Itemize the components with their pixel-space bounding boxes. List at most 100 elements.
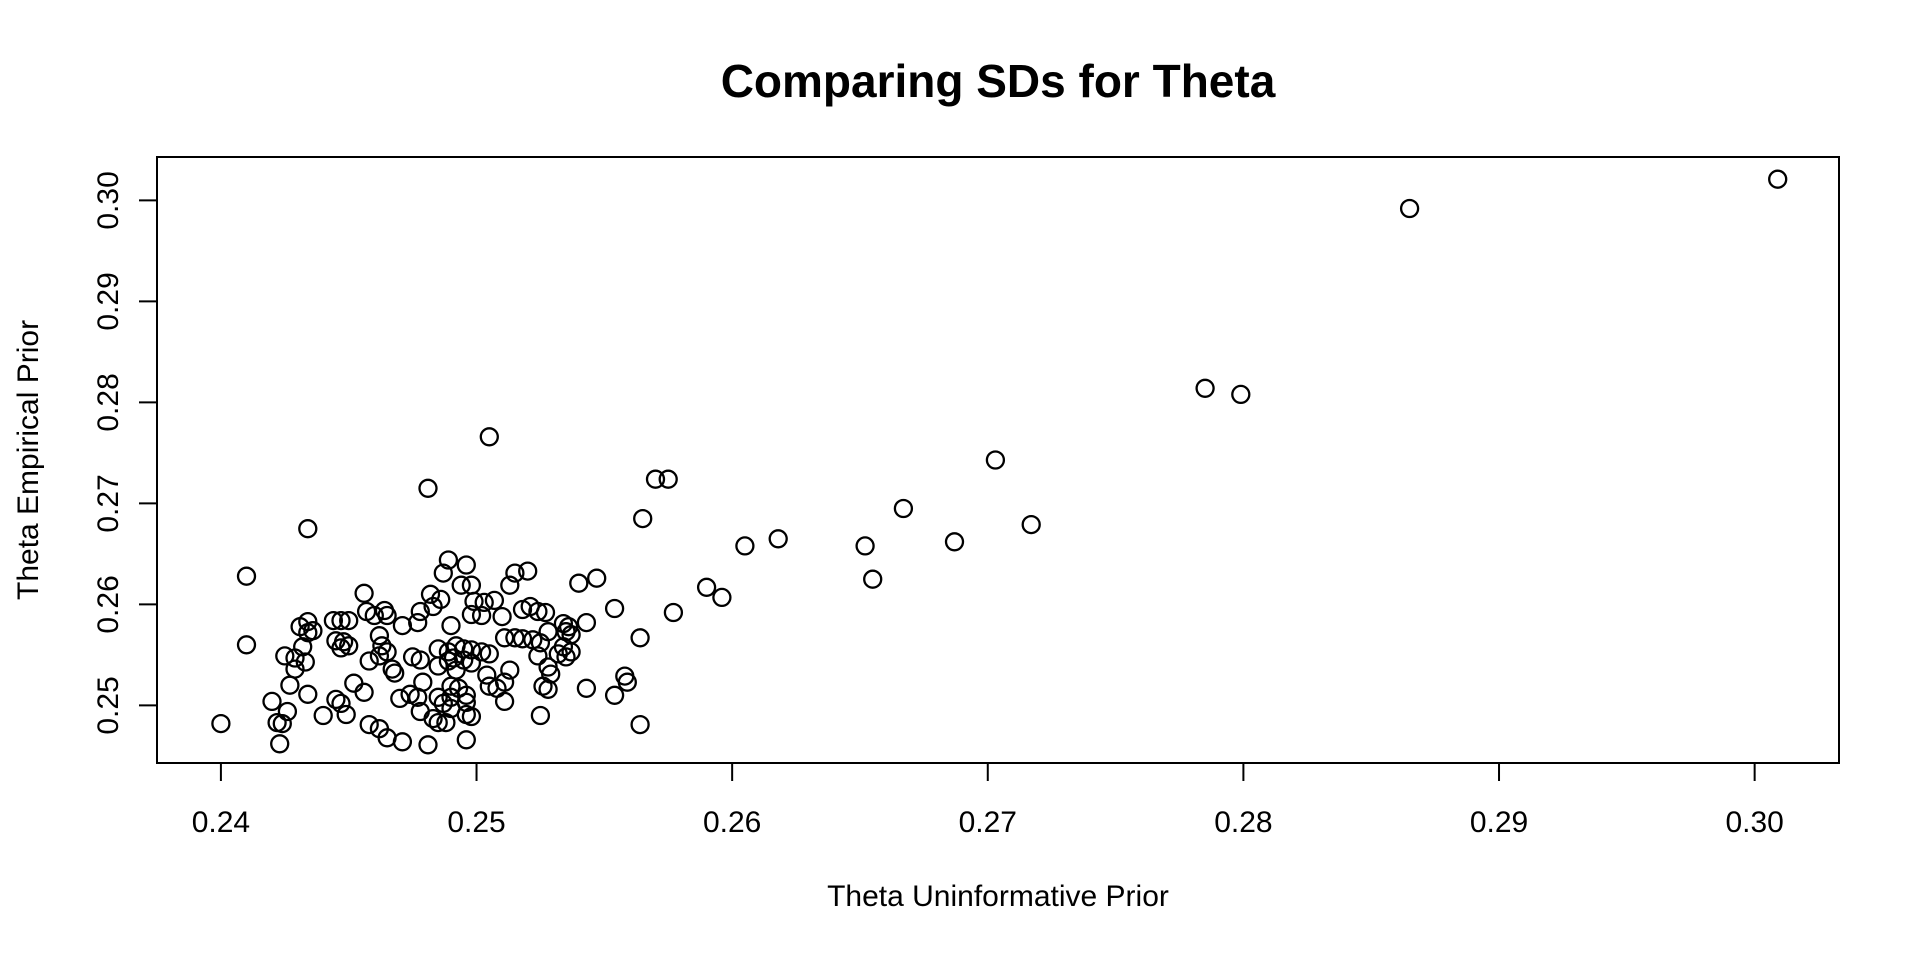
data-point bbox=[985, 450, 1006, 470]
data-point bbox=[236, 635, 257, 655]
data-point bbox=[280, 675, 300, 695]
data-point bbox=[428, 687, 448, 707]
data-point bbox=[285, 659, 305, 679]
data-point bbox=[428, 712, 448, 733]
data-point bbox=[576, 678, 597, 698]
data-point bbox=[385, 663, 405, 683]
data-point bbox=[477, 665, 497, 685]
chart-title: Comparing SDs for Theta bbox=[720, 55, 1276, 107]
data-point bbox=[1231, 384, 1251, 405]
y-tick-label: 0.30 bbox=[92, 171, 125, 229]
data-point bbox=[1399, 198, 1420, 219]
data-point bbox=[658, 469, 678, 489]
data-point bbox=[303, 621, 323, 641]
data-point bbox=[530, 705, 551, 726]
data-point bbox=[561, 642, 581, 662]
data-point bbox=[423, 708, 443, 729]
data-point bbox=[262, 691, 282, 712]
data-point bbox=[492, 606, 512, 627]
data-point bbox=[617, 672, 637, 692]
data-point bbox=[893, 498, 914, 519]
data-point bbox=[461, 604, 482, 625]
data-point bbox=[461, 575, 482, 595]
data-point bbox=[474, 592, 494, 613]
data-point bbox=[604, 598, 625, 619]
x-tick-label: 0.25 bbox=[447, 806, 505, 839]
data-point bbox=[512, 629, 533, 649]
data-point bbox=[471, 605, 492, 626]
data-point bbox=[535, 602, 556, 623]
data-point bbox=[354, 583, 374, 603]
data-point bbox=[418, 735, 438, 755]
data-point bbox=[331, 693, 351, 714]
data-point bbox=[372, 636, 392, 656]
data-point bbox=[451, 575, 471, 595]
data-point bbox=[369, 646, 390, 666]
data-point bbox=[392, 615, 413, 636]
data-point bbox=[359, 714, 379, 735]
data-point bbox=[433, 563, 453, 583]
data-point bbox=[494, 691, 515, 712]
data-point bbox=[461, 640, 482, 660]
data-point bbox=[275, 646, 295, 666]
data-point bbox=[382, 659, 402, 679]
data-point bbox=[604, 685, 625, 705]
data-point bbox=[630, 628, 650, 648]
data-point bbox=[479, 644, 499, 664]
data-point bbox=[538, 679, 558, 699]
x-tick-label: 0.27 bbox=[959, 806, 1017, 839]
data-point bbox=[500, 660, 520, 680]
data-point bbox=[270, 734, 290, 754]
data-point bbox=[298, 519, 318, 539]
y-tick-label: 0.28 bbox=[92, 373, 125, 431]
data-point bbox=[528, 601, 548, 622]
data-point bbox=[428, 656, 448, 676]
data-point bbox=[633, 508, 653, 529]
data-point bbox=[295, 652, 315, 672]
data-point bbox=[364, 605, 384, 626]
data-point bbox=[236, 566, 257, 586]
x-tick-label: 0.29 bbox=[1470, 806, 1528, 839]
data-point bbox=[1195, 378, 1215, 398]
data-point bbox=[456, 730, 476, 750]
data-point bbox=[712, 587, 732, 608]
data-point bbox=[339, 610, 359, 631]
data-point bbox=[500, 575, 520, 595]
data-point bbox=[556, 647, 576, 667]
data-point bbox=[339, 636, 359, 656]
y-axis-title: Theta Empirical Prior bbox=[12, 319, 45, 601]
data-point bbox=[471, 642, 492, 662]
data-point bbox=[518, 561, 538, 581]
data-point bbox=[413, 672, 433, 692]
x-tick-label: 0.24 bbox=[192, 806, 250, 839]
data-point bbox=[1021, 514, 1041, 535]
data-point bbox=[344, 673, 364, 693]
data-point bbox=[326, 689, 346, 710]
data-point bbox=[576, 612, 597, 633]
y-tick-label: 0.29 bbox=[92, 272, 125, 330]
data-point bbox=[768, 529, 788, 549]
data-point bbox=[336, 704, 356, 725]
data-point bbox=[298, 611, 318, 632]
data-point bbox=[211, 713, 231, 734]
data-point bbox=[298, 684, 318, 704]
data-point bbox=[863, 569, 883, 589]
data-point bbox=[456, 555, 476, 575]
data-point bbox=[528, 646, 548, 666]
data-point bbox=[461, 653, 482, 673]
data-point bbox=[441, 615, 461, 636]
data-point bbox=[410, 650, 430, 670]
data-point bbox=[354, 682, 374, 702]
data-point bbox=[461, 706, 482, 727]
data-point bbox=[431, 589, 451, 610]
data-point bbox=[377, 728, 397, 748]
data-point bbox=[277, 701, 298, 722]
data-point bbox=[696, 577, 717, 597]
data-point bbox=[505, 563, 525, 583]
y-tick-label: 0.27 bbox=[92, 474, 125, 532]
data-point bbox=[438, 550, 459, 570]
x-tick-label: 0.28 bbox=[1214, 806, 1272, 839]
data-point bbox=[484, 590, 505, 611]
